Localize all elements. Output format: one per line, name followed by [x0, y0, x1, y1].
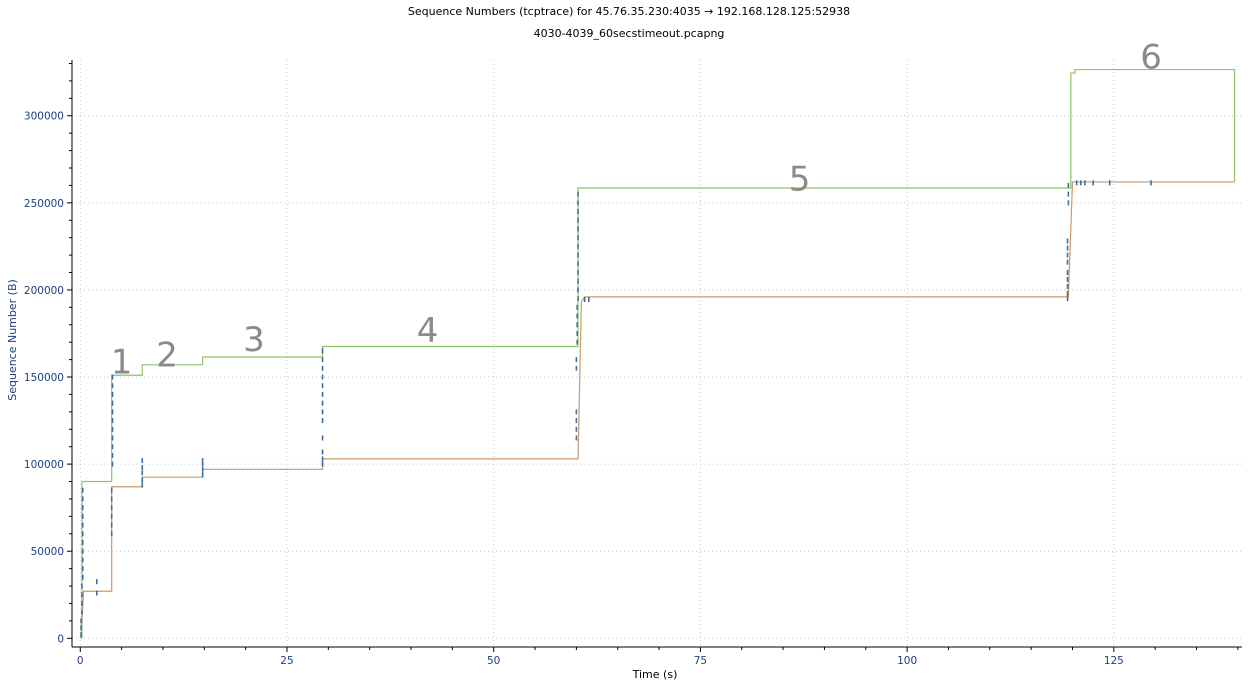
grid [72, 60, 1242, 647]
y-tick-label: 300000 [24, 111, 64, 123]
points-group [80, 180, 1152, 638]
series-line-brown [80, 181, 1235, 639]
x-tick-label: 75 [694, 655, 707, 667]
annotation-label: 1 [111, 343, 133, 383]
x-tick-label: 25 [280, 655, 293, 667]
y-tick-label: 50000 [31, 546, 64, 558]
chart-subtitle: 4030-4039_60secstimeout.pcapng [534, 27, 725, 40]
annotation-label: 5 [789, 160, 811, 200]
y-tick-label: 0 [57, 633, 64, 645]
x-tick-label: 0 [77, 655, 84, 667]
chart-title: Sequence Numbers (tcptrace) for 45.76.35… [408, 5, 850, 18]
annotation-label: 3 [243, 320, 265, 360]
annotation-label: 4 [417, 311, 439, 351]
y-tick-label: 250000 [24, 198, 64, 210]
axes: 0 25 50 75 100 125050000100000150000200000250… [24, 60, 1242, 667]
annotation-label: 6 [1140, 38, 1162, 78]
x-axis-label: Time (s) [632, 668, 678, 681]
x-tick-label: 100 [897, 655, 917, 667]
y-tick-label: 150000 [24, 372, 64, 384]
y-axis-label: Sequence Number (B) [6, 279, 19, 401]
y-tick-label: 200000 [24, 285, 64, 297]
annotations-group: 1 2 3 4 5 6 [111, 38, 1162, 383]
annotation-label: 2 [156, 336, 178, 376]
x-tick-label: 125 [1104, 655, 1124, 667]
x-tick-label: 50 [487, 655, 500, 667]
y-tick-label: 100000 [24, 459, 64, 471]
